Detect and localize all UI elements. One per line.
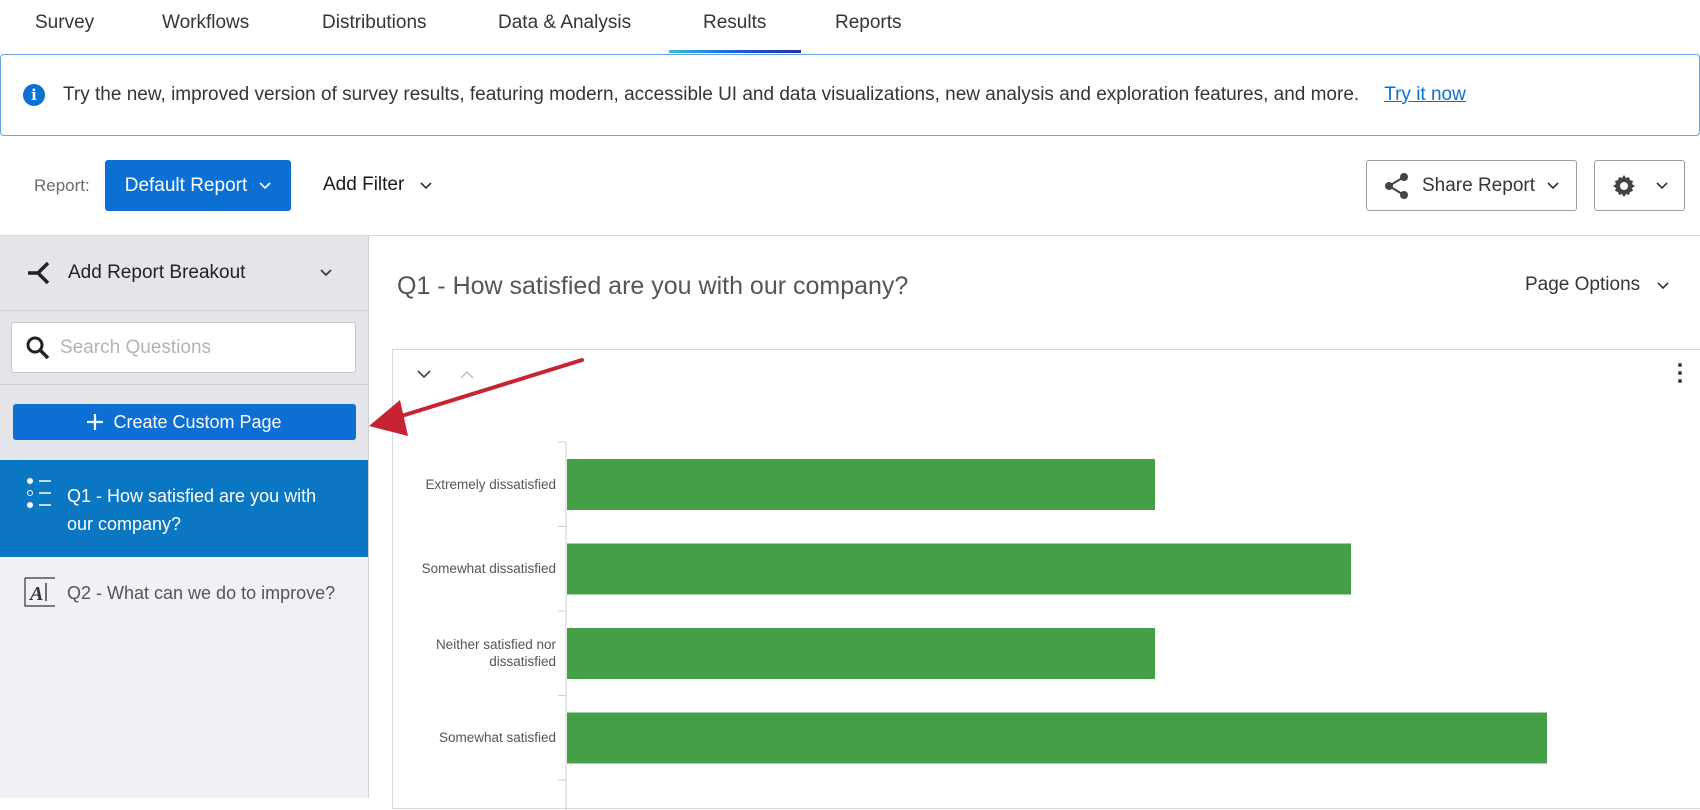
sidebar-item-label: Q2 - What can we do to improve? <box>67 583 336 603</box>
sidebar-item-q2[interactable]: A Q2 - What can we do to improve? <box>0 557 368 798</box>
bar <box>567 628 1155 679</box>
report-value: Default Report <box>124 174 248 196</box>
sidebar-item-q1[interactable]: Q1 - How satisfied are you with our comp… <box>0 460 368 557</box>
category-label: Somewhat dissatisfied <box>421 561 556 576</box>
chevron-down-icon <box>1547 181 1559 189</box>
svg-text:A: A <box>28 583 43 605</box>
multiple-choice-icon <box>27 478 51 508</box>
page-options-button[interactable]: Page Options <box>1525 274 1669 296</box>
search-questions <box>11 322 356 373</box>
breakout-icon <box>28 261 50 285</box>
report-label: Report: <box>34 176 90 195</box>
chevron-down-icon <box>420 182 432 190</box>
category-label: Somewhat satisfied <box>438 730 556 745</box>
category-label: Extremely dissatisfied <box>425 476 556 492</box>
sidebar-item-label: Q1 - How satisfied are you with our comp… <box>67 486 317 534</box>
chevron-down-icon <box>1655 181 1668 189</box>
share-report-label: Share Report <box>1421 174 1535 196</box>
bar <box>567 712 1547 764</box>
share-icon <box>1384 172 1408 199</box>
info-icon: i <box>23 84 45 106</box>
gear-icon <box>1612 174 1635 197</box>
tab-distributions[interactable]: Distributions <box>322 12 427 33</box>
breakout-label: Add Report Breakout <box>68 262 246 283</box>
chevron-down-icon <box>320 269 332 277</box>
chevron-down-icon <box>1657 282 1669 290</box>
divider <box>0 235 1700 236</box>
bar-chart <box>558 441 1547 810</box>
plus-icon <box>87 414 104 430</box>
text-entry-icon: A <box>24 577 55 607</box>
info-banner: i Try the new, improved version of surve… <box>0 54 1700 136</box>
add-report-breakout[interactable]: Add Report Breakout <box>0 236 368 311</box>
chart-card: Extremely dissatisfied Somewhat dissatisf… <box>392 349 1700 810</box>
tab-reports[interactable]: Reports <box>835 12 902 33</box>
category-label: Neither satisfied nor dissatisfied <box>435 637 556 669</box>
create-custom-page-label: Create Custom Page <box>113 411 282 432</box>
search-icon <box>26 336 50 359</box>
banner-text: Try the new, improved version of survey … <box>63 84 1360 105</box>
report-select[interactable]: Default Report <box>105 160 291 211</box>
divider <box>0 384 368 385</box>
tab-data-analysis[interactable]: Data & Analysis <box>498 12 632 33</box>
share-report-button[interactable]: Share Report <box>1366 160 1577 211</box>
create-custom-page-button[interactable]: Create Custom Page <box>13 404 356 440</box>
tab-survey[interactable]: Survey <box>35 12 95 33</box>
search-input[interactable] <box>60 336 340 359</box>
active-tab-indicator <box>669 50 801 53</box>
chevron-down-icon <box>259 181 271 189</box>
bar <box>567 543 1351 595</box>
page-title: Q1 - How satisfied are you with our comp… <box>397 272 909 300</box>
sidebar: Add Report Breakout Create Custom Page Q… <box>0 236 369 798</box>
page-options-label: Page Options <box>1525 274 1641 295</box>
more-options-icon[interactable] <box>1677 362 1683 384</box>
try-it-now-link[interactable]: Try it now <box>1384 84 1466 105</box>
tab-results[interactable]: Results <box>703 12 767 33</box>
bar <box>567 459 1155 510</box>
settings-button[interactable] <box>1594 160 1685 211</box>
add-filter-button[interactable]: Add Filter <box>323 174 432 196</box>
tab-workflows[interactable]: Workflows <box>162 12 250 33</box>
add-filter-label: Add Filter <box>323 174 405 195</box>
